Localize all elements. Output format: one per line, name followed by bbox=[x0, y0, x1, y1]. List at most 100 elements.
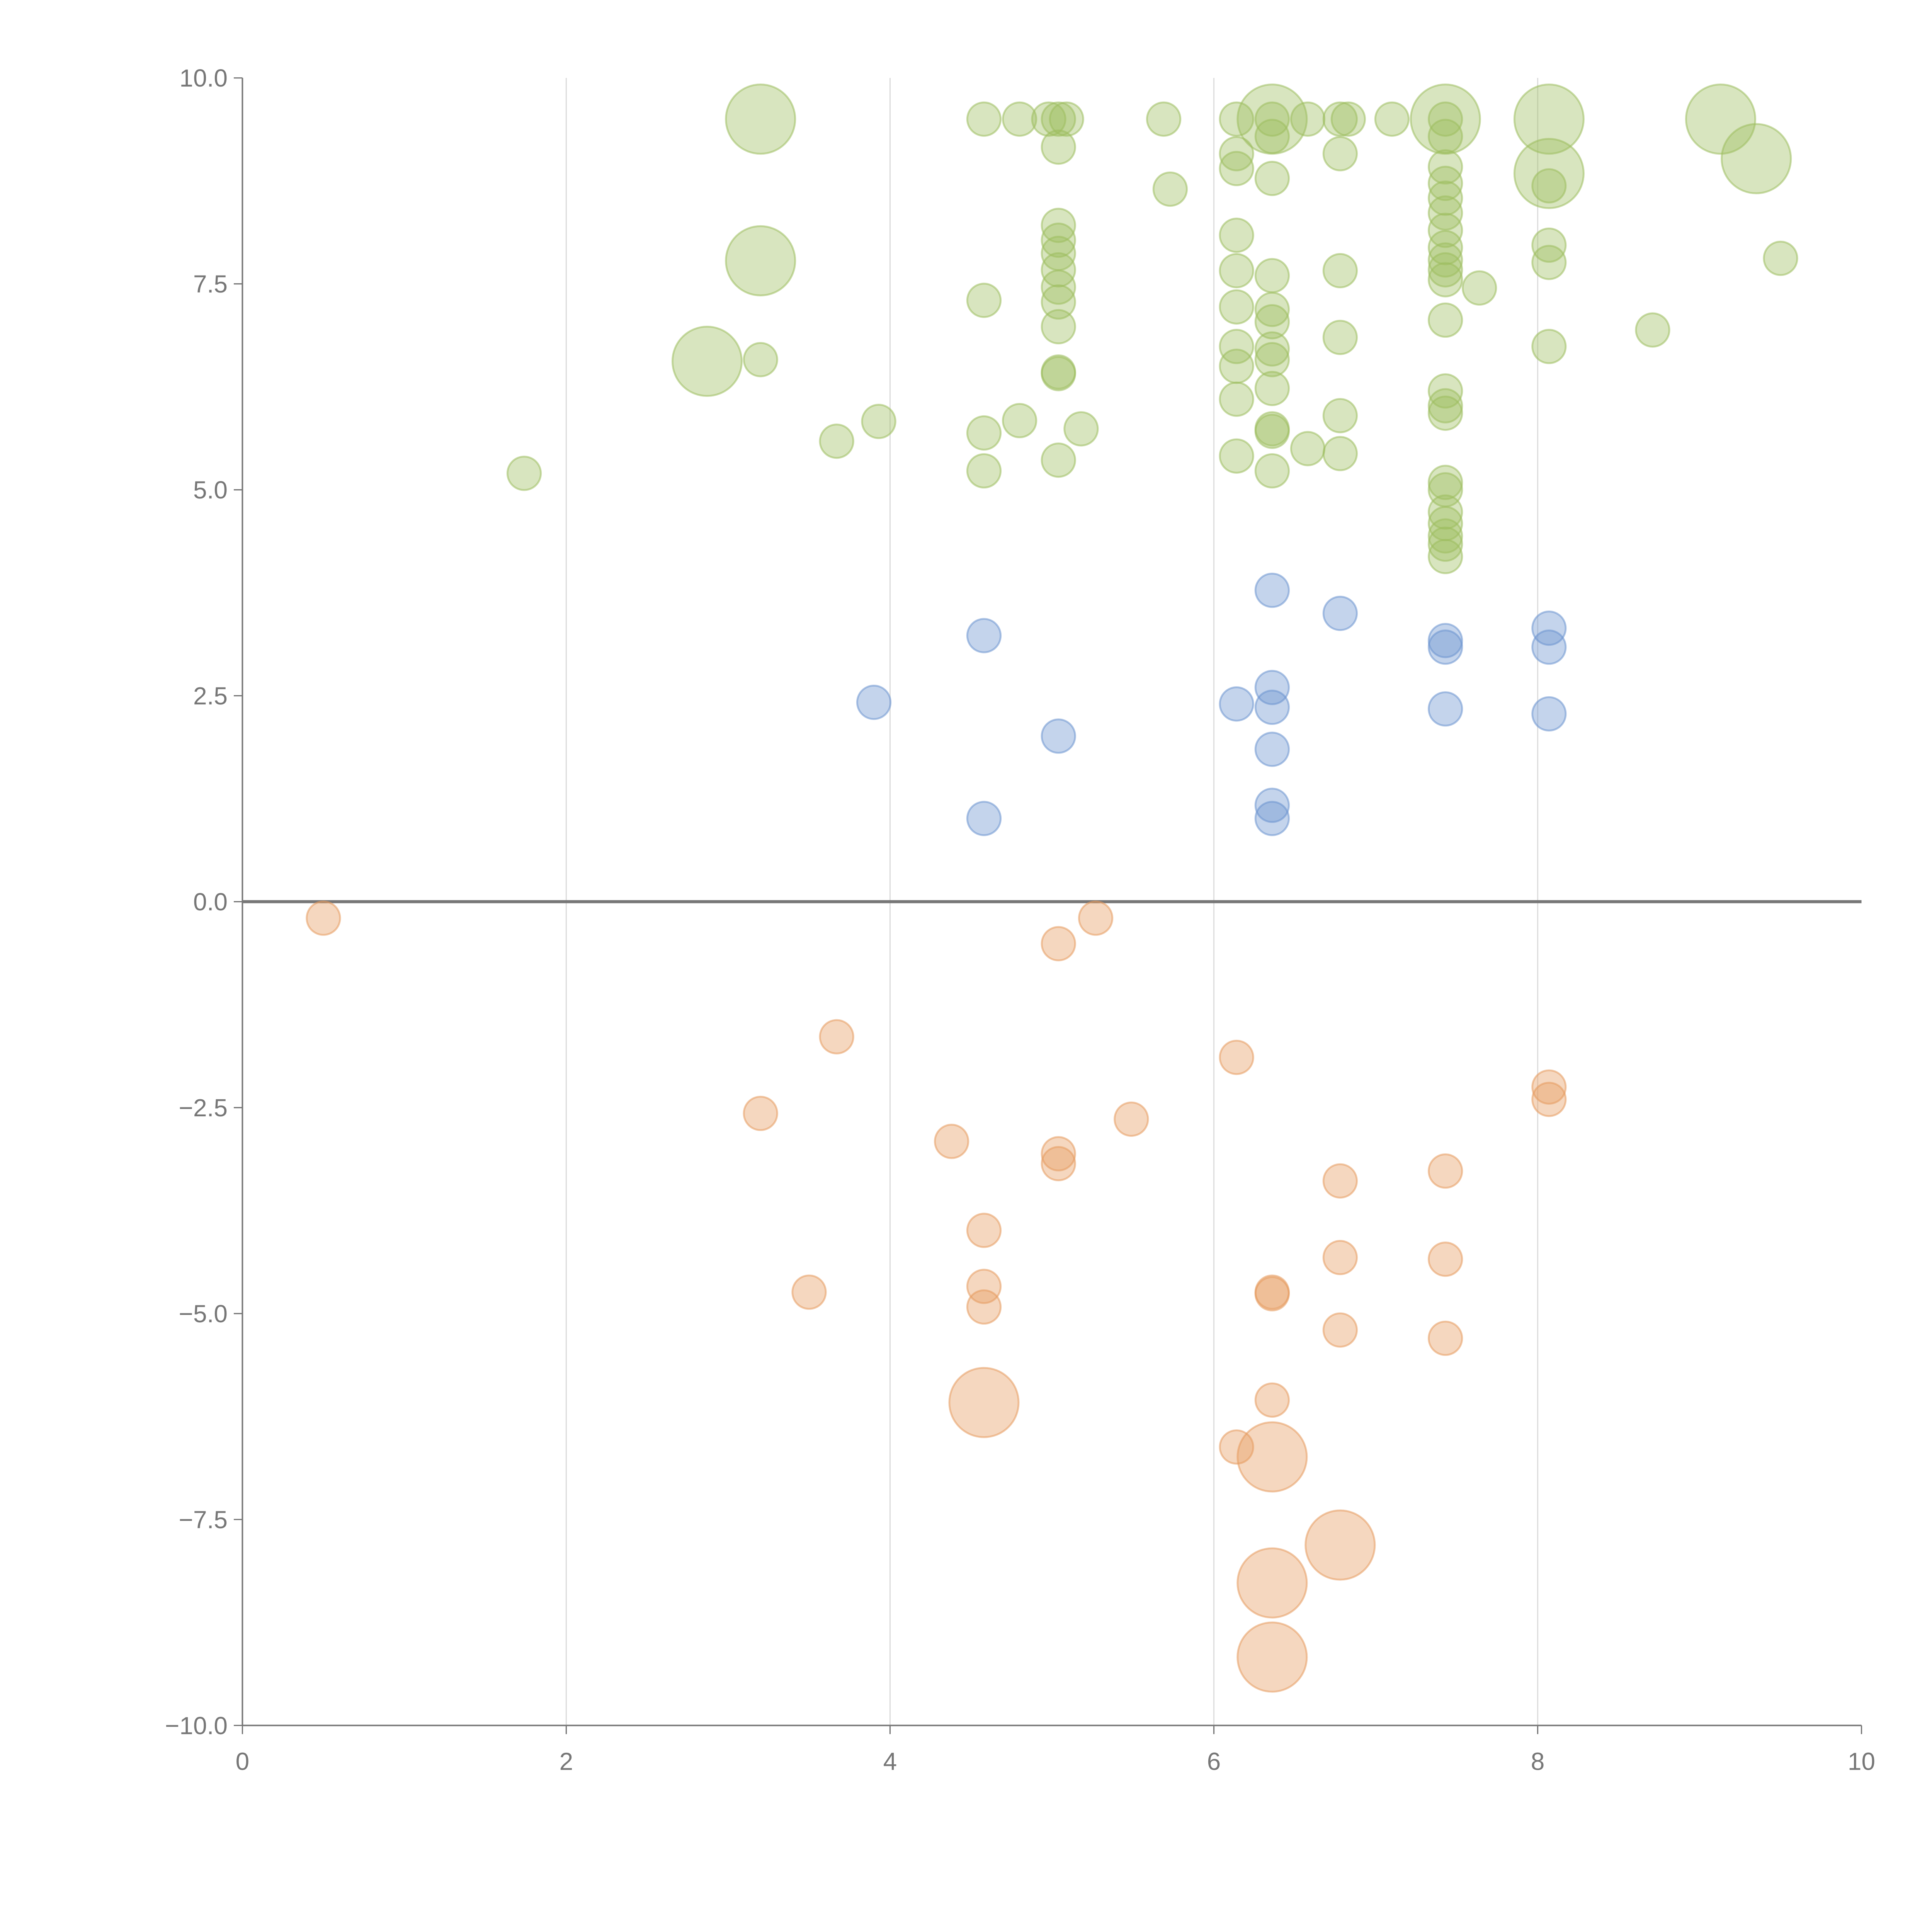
data-point-low bbox=[966, 1289, 1002, 1325]
data-point-low bbox=[1236, 1621, 1308, 1693]
data-point-high bbox=[1031, 101, 1066, 137]
data-point-high bbox=[743, 342, 778, 378]
data-point-high bbox=[1428, 494, 1463, 530]
data-point-high bbox=[1428, 262, 1463, 298]
data-point-high bbox=[1428, 518, 1463, 554]
data-point-low bbox=[966, 1269, 1002, 1304]
x-tick-label: 6 bbox=[1207, 1748, 1221, 1776]
points bbox=[306, 83, 1798, 1693]
data-point-high bbox=[1219, 349, 1254, 384]
data-point-mid bbox=[1254, 573, 1290, 608]
data-point-high bbox=[1721, 123, 1792, 194]
data-point-high bbox=[1152, 171, 1188, 207]
data-point-high bbox=[1428, 302, 1463, 338]
data-point-low bbox=[1114, 1101, 1149, 1137]
x-tick-label: 8 bbox=[1531, 1748, 1545, 1776]
data-point-high bbox=[1428, 119, 1463, 154]
data-point-low bbox=[1322, 1163, 1358, 1199]
data-point-high bbox=[1041, 129, 1076, 165]
data-point-high bbox=[1428, 252, 1463, 288]
data-point-high bbox=[1254, 161, 1290, 196]
data-point-low bbox=[1428, 1242, 1463, 1277]
y-tick-label: 0.0 bbox=[193, 888, 228, 916]
data-point-low bbox=[948, 1367, 1020, 1438]
data-point-high bbox=[1254, 413, 1290, 449]
data-point-low bbox=[743, 1095, 778, 1131]
data-point-high bbox=[1219, 136, 1254, 172]
data-point-mid bbox=[1254, 787, 1290, 823]
data-point-high bbox=[1374, 101, 1410, 137]
data-point-low bbox=[1428, 1320, 1463, 1356]
data-point-high bbox=[1219, 218, 1254, 253]
data-point-high bbox=[1322, 136, 1358, 172]
x-tick-label: 10 bbox=[1848, 1748, 1875, 1776]
data-point-high bbox=[966, 282, 1002, 318]
data-point-high bbox=[1428, 526, 1463, 562]
data-point-high bbox=[1635, 312, 1670, 348]
data-point-high bbox=[1049, 101, 1084, 137]
data-point-high bbox=[1254, 119, 1290, 154]
y-tick-label: −7.5 bbox=[179, 1506, 228, 1534]
data-point-mid bbox=[1322, 595, 1358, 631]
data-point-mid bbox=[1531, 696, 1567, 732]
data-point-high bbox=[1002, 101, 1037, 137]
data-point-low bbox=[1531, 1082, 1567, 1117]
data-point-mid bbox=[1428, 629, 1463, 665]
data-point-high bbox=[1531, 329, 1567, 364]
data-point-low bbox=[1219, 1429, 1254, 1465]
data-point-high bbox=[1041, 442, 1076, 478]
data-point-low bbox=[791, 1274, 827, 1310]
data-point-mid bbox=[1254, 801, 1290, 836]
data-point-high bbox=[1041, 284, 1076, 320]
data-point-high bbox=[1254, 453, 1290, 489]
data-point-high bbox=[1041, 207, 1076, 243]
data-point-high bbox=[725, 225, 796, 296]
data-point-high bbox=[1322, 253, 1358, 289]
data-point-high bbox=[1330, 101, 1366, 137]
data-point-mid bbox=[1531, 629, 1567, 665]
data-point-high bbox=[1041, 356, 1076, 391]
data-point-high bbox=[1219, 101, 1254, 137]
data-point-high bbox=[1462, 270, 1497, 306]
data-point-mid bbox=[1254, 689, 1290, 725]
data-point-low bbox=[1041, 1136, 1076, 1172]
data-point-high bbox=[1428, 464, 1463, 500]
data-point-low bbox=[966, 1213, 1002, 1248]
data-point-high bbox=[1428, 539, 1463, 574]
data-point-high bbox=[1254, 304, 1290, 340]
data-point-high bbox=[1322, 101, 1358, 137]
data-point-high bbox=[1041, 101, 1076, 137]
data-point-high bbox=[1254, 292, 1290, 327]
y-tick-label: 5.0 bbox=[193, 476, 228, 504]
data-point-high bbox=[966, 415, 1002, 451]
y-tick-label: 10.0 bbox=[179, 64, 228, 92]
data-point-high bbox=[1428, 165, 1463, 201]
data-point-low bbox=[1428, 1153, 1463, 1189]
x-tick-label: 2 bbox=[560, 1748, 573, 1776]
x-tick-label: 0 bbox=[236, 1748, 250, 1776]
data-point-high bbox=[1685, 83, 1757, 155]
data-point-high bbox=[1531, 245, 1567, 280]
data-point-mid bbox=[1219, 686, 1254, 722]
data-point-high bbox=[1041, 309, 1076, 345]
data-point-high bbox=[1219, 381, 1254, 417]
data-point-low bbox=[1041, 1146, 1076, 1182]
data-point-high bbox=[1219, 151, 1254, 186]
y-tick-label: 2.5 bbox=[193, 682, 228, 710]
data-point-mid bbox=[856, 685, 892, 720]
data-point-high bbox=[1531, 168, 1567, 204]
data-point-high bbox=[966, 101, 1002, 137]
data-point-high bbox=[1513, 138, 1585, 209]
data-point-high bbox=[1041, 223, 1076, 258]
data-point-low bbox=[1531, 1069, 1567, 1105]
data-point-low bbox=[1254, 1382, 1290, 1418]
data-point-low bbox=[1304, 1509, 1376, 1581]
data-point-low bbox=[1322, 1312, 1358, 1348]
data-point-high bbox=[1322, 436, 1358, 471]
data-point-high bbox=[1322, 320, 1358, 355]
data-point-high bbox=[1219, 438, 1254, 474]
data-point-high bbox=[1428, 242, 1463, 278]
data-point-high bbox=[819, 423, 854, 459]
data-point-high bbox=[861, 404, 896, 439]
